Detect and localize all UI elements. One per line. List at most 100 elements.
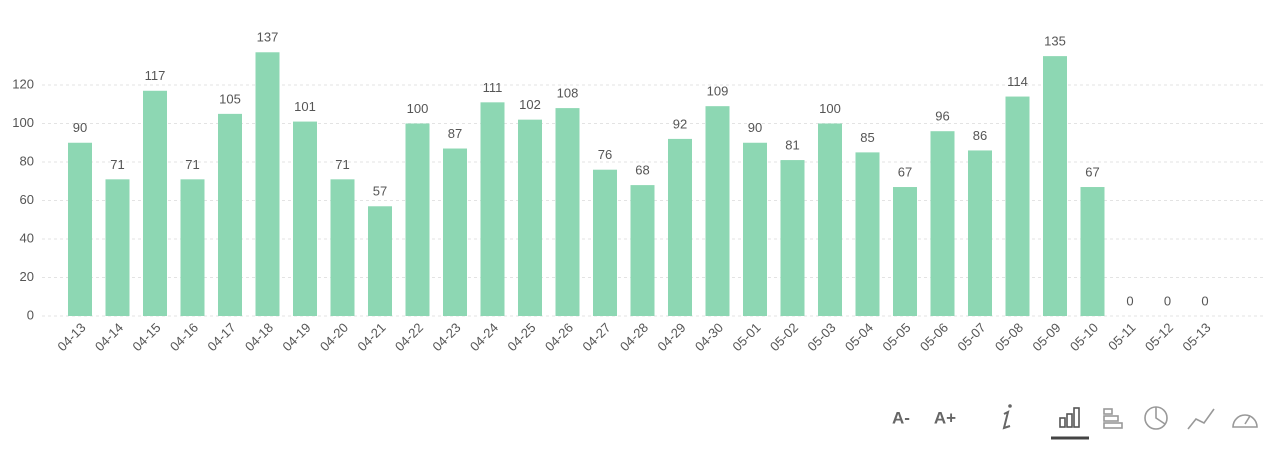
bar xyxy=(668,138,692,316)
bar xyxy=(743,142,767,316)
bar xyxy=(105,179,130,316)
x-tick-label: 05-13 xyxy=(1179,320,1213,354)
x-tick-label: 04-30 xyxy=(692,320,726,354)
x-tick-label: 05-10 xyxy=(1067,320,1101,354)
x-tick-label: 04-20 xyxy=(317,320,351,354)
x-tick-label: 05-04 xyxy=(842,320,876,354)
data-label: 90 xyxy=(748,120,762,135)
bar xyxy=(968,150,992,316)
data-label: 57 xyxy=(373,184,387,199)
pie-chart-button[interactable] xyxy=(1144,406,1168,430)
bar xyxy=(1005,96,1030,316)
x-tick-label: 04-15 xyxy=(129,320,163,354)
x-tick-label: 05-01 xyxy=(729,320,763,354)
x-tick-label: 05-11 xyxy=(1105,320,1138,353)
data-label: 111 xyxy=(483,80,503,95)
data-label: 0 xyxy=(1164,293,1171,308)
x-tick-label: 04-16 xyxy=(167,320,201,354)
data-label: 137 xyxy=(257,30,279,45)
x-tick-label: 04-23 xyxy=(429,320,463,354)
x-tick-label: 05-07 xyxy=(954,320,988,354)
bar xyxy=(218,113,242,316)
bar xyxy=(705,106,730,316)
gauge-button[interactable] xyxy=(1232,414,1258,428)
bar xyxy=(518,119,542,317)
x-tick-label: 05-08 xyxy=(992,320,1026,354)
data-label: 117 xyxy=(145,68,166,83)
bar xyxy=(555,108,580,316)
x-tick-label: 04-21 xyxy=(354,320,388,354)
bar xyxy=(443,148,467,316)
y-tick-label: 100 xyxy=(12,115,34,130)
bar xyxy=(293,121,317,316)
info-button[interactable] xyxy=(1002,404,1012,430)
x-tick-label: 05-02 xyxy=(767,320,801,354)
x-tick-label: 05-12 xyxy=(1142,320,1176,354)
bar-chart-button[interactable] xyxy=(1051,407,1089,440)
font-smaller-button[interactable]: A- xyxy=(892,408,910,427)
data-label: 101 xyxy=(294,99,316,114)
data-label: 90 xyxy=(73,120,87,135)
bar xyxy=(930,131,955,316)
data-label: 92 xyxy=(673,116,687,131)
y-tick-label: 20 xyxy=(20,269,34,284)
bar xyxy=(1043,56,1067,316)
data-label: 0 xyxy=(1201,293,1208,308)
line-chart-button[interactable] xyxy=(1187,408,1215,430)
data-label: 0 xyxy=(1126,293,1133,308)
y-tick-label: 0 xyxy=(27,307,34,322)
data-label: 76 xyxy=(598,147,612,162)
x-tick-label: 04-22 xyxy=(392,320,426,354)
bar xyxy=(893,187,917,316)
x-tick-label: 04-13 xyxy=(54,320,88,354)
bar xyxy=(368,206,392,316)
bar xyxy=(405,123,430,316)
data-label: 100 xyxy=(407,101,429,116)
bar xyxy=(593,169,617,316)
x-tick-label: 04-25 xyxy=(504,320,538,354)
x-tick-label: 04-24 xyxy=(467,320,501,354)
data-label: 114 xyxy=(1007,74,1028,89)
x-tick-label: 04-28 xyxy=(617,320,651,354)
data-label: 109 xyxy=(707,84,729,99)
bar xyxy=(180,179,205,316)
bar xyxy=(1080,187,1105,316)
data-label: 67 xyxy=(1085,164,1099,179)
data-label: 85 xyxy=(860,130,874,145)
data-label: 81 xyxy=(785,138,799,153)
data-label: 108 xyxy=(557,86,579,101)
bar xyxy=(330,179,355,316)
data-label: 68 xyxy=(635,163,649,178)
bar xyxy=(818,123,842,316)
data-label: 96 xyxy=(935,109,949,124)
x-tick-label: 05-06 xyxy=(917,320,951,354)
bar xyxy=(855,152,880,316)
x-tick-label: 05-05 xyxy=(879,320,913,354)
x-tick-label: 04-29 xyxy=(654,320,688,354)
x-tick-label: 04-18 xyxy=(242,320,276,354)
horizontal-bar-button[interactable] xyxy=(1103,408,1123,429)
data-label: 86 xyxy=(973,128,987,143)
y-tick-label: 60 xyxy=(20,192,34,207)
bar xyxy=(780,160,805,316)
y-tick-label: 120 xyxy=(12,76,34,91)
bar xyxy=(143,90,167,317)
y-tick-label: 80 xyxy=(20,153,34,168)
x-tick-label: 04-19 xyxy=(279,320,313,354)
x-tick-label: 04-17 xyxy=(204,320,238,354)
data-label: 100 xyxy=(819,101,841,116)
bar xyxy=(630,185,655,316)
x-tick-label: 05-09 xyxy=(1029,320,1063,354)
data-label: 71 xyxy=(185,157,199,172)
data-label: 102 xyxy=(519,97,541,112)
data-label: 67 xyxy=(898,164,912,179)
x-tick-label: 05-03 xyxy=(804,320,838,354)
data-label: 71 xyxy=(110,157,124,172)
bar xyxy=(480,102,505,316)
x-tick-label: 04-26 xyxy=(542,320,576,354)
font-larger-button[interactable]: A+ xyxy=(934,408,956,427)
bar xyxy=(255,52,280,317)
toolbar: A- A+ xyxy=(892,404,1258,440)
data-label: 105 xyxy=(219,91,241,106)
